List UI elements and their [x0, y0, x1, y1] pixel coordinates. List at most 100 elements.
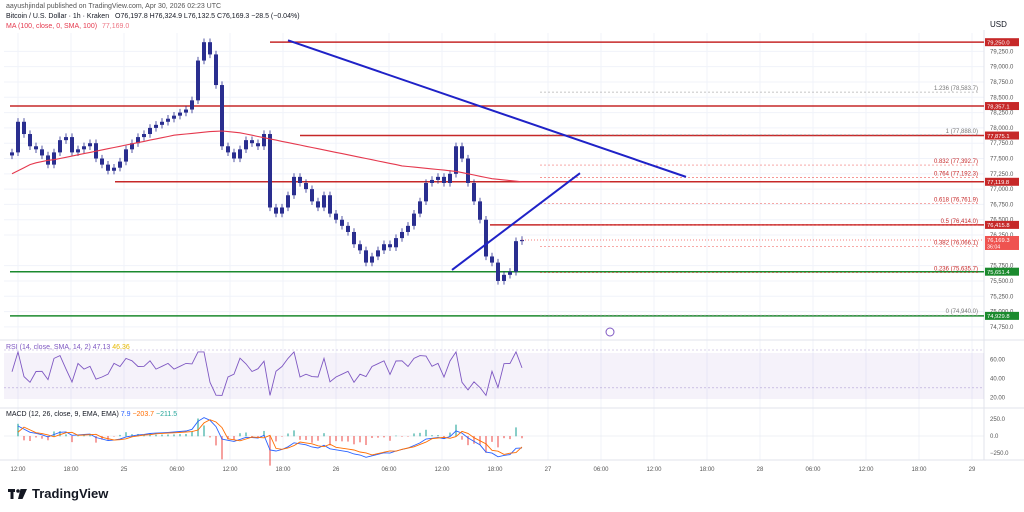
- candle: [232, 152, 236, 159]
- candle: [220, 85, 224, 147]
- x-tick-label: 06:00: [805, 467, 821, 473]
- y-tick-label: 78,000.0: [990, 126, 1014, 132]
- macd-bar: [281, 436, 283, 437]
- candle: [466, 158, 470, 183]
- macd-bar: [515, 427, 517, 437]
- macd-bar: [473, 436, 475, 444]
- y-tick-label: 78,750.0: [990, 80, 1014, 86]
- candle: [202, 42, 206, 61]
- macd-bar: [131, 434, 133, 437]
- macd-bar: [113, 436, 115, 437]
- x-tick-label: 12:00: [10, 467, 26, 473]
- candle: [412, 213, 416, 226]
- candle: [64, 137, 68, 141]
- candle: [52, 152, 56, 165]
- level-tag: [985, 38, 1019, 47]
- level-tag: [985, 131, 1019, 140]
- candle: [340, 219, 344, 226]
- x-tick-label: 06:00: [381, 467, 397, 473]
- candle: [244, 140, 248, 150]
- candle: [190, 100, 194, 110]
- candle: [430, 179, 434, 183]
- x-tick-label: 12:00: [222, 467, 238, 473]
- candle: [76, 149, 80, 153]
- candle: [268, 134, 272, 208]
- macd-bar: [407, 436, 409, 437]
- candle: [502, 274, 506, 281]
- macd-bar: [53, 431, 55, 437]
- tradingview-logo[interactable]: TradingView: [8, 486, 108, 501]
- macd-bar: [167, 434, 169, 437]
- candle: [346, 225, 350, 232]
- symbol-title[interactable]: Bitcoin / U.S. Dollar · 1h · Kraken: [6, 13, 110, 20]
- x-tick-label: 12:00: [646, 467, 662, 473]
- macd-bar: [335, 436, 337, 442]
- candle: [370, 256, 374, 263]
- rsi-tick-label: 40.00: [990, 376, 1006, 382]
- currency-label: USD: [990, 20, 1007, 29]
- y-tick-label: 75,250.0: [990, 294, 1014, 300]
- candle: [208, 42, 212, 55]
- candle: [196, 60, 200, 101]
- macd-bar: [125, 432, 127, 437]
- candle: [382, 244, 386, 251]
- macd-bar: [59, 431, 61, 437]
- candle: [154, 124, 158, 128]
- macd-bar: [359, 436, 361, 443]
- candle: [142, 134, 146, 138]
- macd-bar: [263, 430, 265, 437]
- macd-bar: [227, 436, 229, 440]
- y-tick-label: 77,500.0: [990, 157, 1014, 163]
- rsi-label: RSI (14, close, SMA, 14, 2): [6, 344, 91, 351]
- candle: [10, 152, 14, 156]
- macd-bar: [197, 418, 199, 437]
- ma-legend[interactable]: MA (100, close, 0, SMA, 100) 77,169.0: [6, 23, 129, 30]
- macd-histogram: [17, 418, 523, 466]
- candle: [406, 225, 410, 232]
- macd-legend[interactable]: MACD (12, 26, close, 9, EMA, EMA) 7.9 −2…: [6, 411, 177, 418]
- level-tag: [985, 177, 1019, 186]
- macd-bar: [353, 436, 355, 445]
- y-tick-label: 75,750.0: [990, 264, 1014, 270]
- candle: [178, 112, 182, 116]
- candle: [304, 183, 308, 190]
- macd-bar: [293, 430, 295, 437]
- candle: [262, 134, 266, 147]
- macd-bar: [239, 433, 241, 437]
- x-tick-label: 26: [333, 467, 340, 473]
- tradingview-logo-icon: [8, 488, 27, 499]
- level-tag: [985, 267, 1019, 276]
- macd-bar: [509, 436, 511, 440]
- trendline-bullish: [451, 172, 581, 271]
- x-tick-label: 18:00: [487, 467, 503, 473]
- event-marker-icon: [605, 327, 615, 337]
- level-tag: [985, 311, 1019, 320]
- x-tick-label: 25: [121, 467, 128, 473]
- fib-label: 0.618 (76,761.9): [934, 198, 978, 204]
- macd-bar: [107, 436, 109, 440]
- ma-label: MA (100, close, 0, SMA, 100): [6, 23, 98, 30]
- macd-bar: [419, 432, 421, 437]
- candle: [82, 146, 86, 150]
- x-tick-label: 12:00: [858, 467, 874, 473]
- macd-bar: [101, 436, 103, 440]
- level-tag-label: 79,250.0: [987, 40, 1010, 46]
- x-tick-label: 18:00: [911, 467, 927, 473]
- x-tick-label: 06:00: [593, 467, 609, 473]
- candle: [226, 146, 230, 153]
- candle: [238, 149, 242, 159]
- macd-bar: [35, 436, 37, 438]
- ohlc-header: Bitcoin / U.S. Dollar · 1h · Kraken O76,…: [6, 13, 300, 20]
- fib-label: 0.236 (75,635.7): [934, 267, 978, 273]
- candle: [34, 146, 38, 150]
- macd-label: MACD (12, 26, close, 9, EMA, EMA): [6, 411, 119, 418]
- y-tick-label: 79,250.0: [990, 49, 1014, 55]
- candle: [376, 250, 380, 257]
- x-tick-label: 28: [757, 467, 764, 473]
- rsi-legend[interactable]: RSI (14, close, SMA, 14, 2) 47.13 46.36: [6, 344, 130, 351]
- macd-bar: [17, 423, 19, 437]
- macd-bar: [305, 436, 307, 441]
- candle: [490, 256, 494, 263]
